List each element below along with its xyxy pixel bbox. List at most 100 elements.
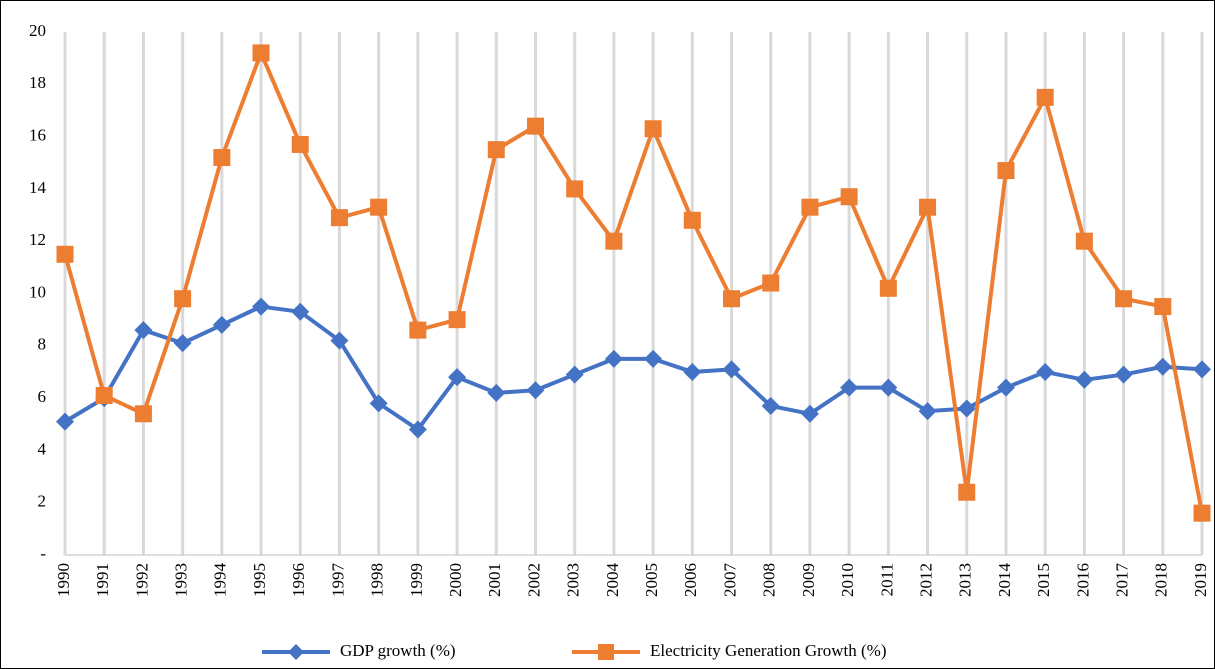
marker <box>605 232 623 250</box>
marker <box>212 315 231 334</box>
y-tick-label: 8 <box>38 335 47 354</box>
x-tick-label: 1992 <box>132 563 151 597</box>
marker <box>487 383 506 402</box>
marker <box>957 399 976 418</box>
marker <box>134 405 152 423</box>
marker <box>291 135 309 153</box>
marker <box>722 360 741 379</box>
marker <box>174 290 192 308</box>
x-tick-label: 2012 <box>916 563 935 597</box>
x-tick-label: 2018 <box>1152 563 1171 597</box>
x-tick-label: 1994 <box>211 563 230 598</box>
marker <box>683 362 702 381</box>
marker <box>330 331 349 350</box>
x-tick-label: 1993 <box>172 563 191 597</box>
marker <box>840 378 859 397</box>
marker <box>448 311 466 329</box>
y-tick-label: 12 <box>29 230 46 249</box>
marker <box>879 279 897 297</box>
x-tick-label: 2000 <box>446 563 465 597</box>
x-tick-label: 1996 <box>289 563 308 597</box>
marker <box>252 44 270 62</box>
marker <box>526 117 544 135</box>
y-tick-label: 14 <box>29 178 47 197</box>
marker <box>56 245 74 263</box>
marker <box>173 334 192 353</box>
legend-marker <box>288 644 304 660</box>
marker <box>408 420 427 439</box>
marker <box>801 198 819 216</box>
y-tick-label: 18 <box>29 73 46 92</box>
marker <box>252 297 271 316</box>
marker <box>291 302 310 321</box>
y-tick-label: 2 <box>38 492 47 511</box>
x-tick-label: 1998 <box>368 563 387 597</box>
y-tick-label: 6 <box>38 387 47 406</box>
marker <box>918 402 937 421</box>
marker <box>56 412 74 431</box>
marker <box>565 365 584 384</box>
marker <box>526 381 545 400</box>
marker <box>1193 360 1211 379</box>
marker <box>644 349 663 368</box>
marker <box>369 394 388 413</box>
marker <box>996 378 1015 397</box>
y-tick-label: 10 <box>29 282 46 301</box>
x-tick-label: 2009 <box>799 563 818 597</box>
x-tick-label: 2011 <box>877 563 896 596</box>
x-tick-label: 1999 <box>407 563 426 597</box>
marker <box>1075 370 1094 389</box>
x-tick-label: 1997 <box>328 563 347 598</box>
marker <box>997 162 1015 180</box>
marker <box>448 368 467 387</box>
marker <box>879 378 898 397</box>
y-tick-label: - <box>40 544 46 563</box>
marker <box>95 386 113 404</box>
marker <box>566 180 584 198</box>
marker <box>370 198 388 216</box>
x-tick-label: 1990 <box>54 563 73 597</box>
marker <box>919 198 937 216</box>
marker <box>134 321 153 340</box>
y-tick-label: 4 <box>38 439 47 458</box>
x-tick-label: 2019 <box>1191 563 1210 597</box>
marker <box>683 211 701 229</box>
marker <box>800 404 819 423</box>
x-tick-label: 2014 <box>995 563 1014 598</box>
legend-label: Electricity Generation Growth (%) <box>650 641 887 660</box>
marker <box>1193 504 1211 522</box>
marker <box>1114 365 1133 384</box>
x-tick-label: 2002 <box>524 563 543 597</box>
x-tick-label: 1991 <box>93 563 112 597</box>
x-tick-label: 1995 <box>250 563 269 597</box>
marker <box>487 141 505 159</box>
legend-label: GDP growth (%) <box>340 641 456 660</box>
marker <box>723 290 741 308</box>
x-tick-label: 2001 <box>485 563 504 597</box>
marker <box>644 120 662 138</box>
marker <box>1036 362 1055 381</box>
marker <box>762 274 780 292</box>
x-tick-label: 2016 <box>1073 563 1092 597</box>
x-tick-label: 2008 <box>760 563 779 597</box>
marker <box>1036 88 1054 106</box>
x-tick-label: 2010 <box>838 563 857 597</box>
marker <box>1153 357 1172 376</box>
x-tick-label: 2003 <box>564 563 583 597</box>
x-tick-label: 2007 <box>720 563 739 598</box>
x-tick-label: 2005 <box>642 563 661 597</box>
marker <box>958 483 976 501</box>
x-tick-label: 2006 <box>681 563 700 597</box>
x-tick-label: 2017 <box>1112 563 1131 598</box>
series-line <box>63 50 1204 514</box>
marker <box>409 321 427 339</box>
marker <box>840 188 858 206</box>
y-tick-label: 16 <box>29 126 46 145</box>
x-tick-label: 2015 <box>1034 563 1053 597</box>
marker <box>1115 290 1133 308</box>
marker <box>213 149 231 167</box>
marker <box>1075 232 1093 250</box>
x-tick-label: 2013 <box>956 563 975 597</box>
marker <box>1154 298 1172 316</box>
